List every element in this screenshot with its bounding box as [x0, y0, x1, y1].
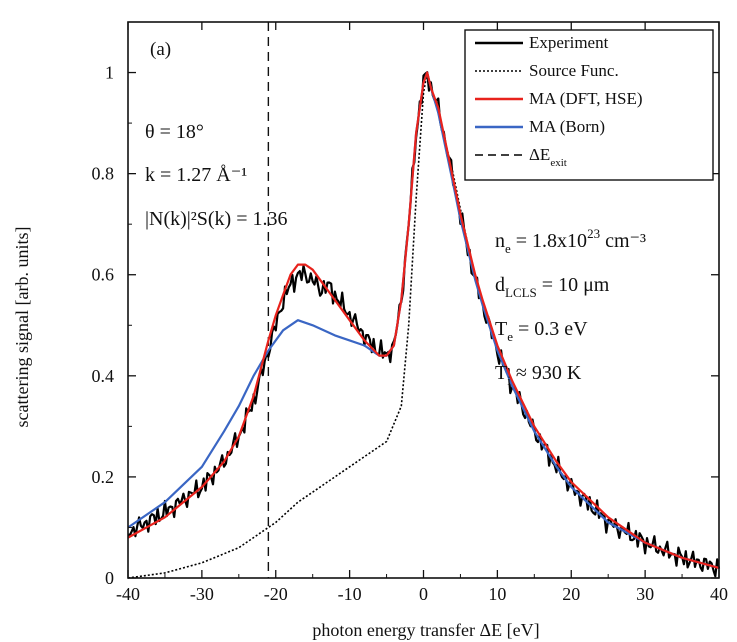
- x-tick-label: 0: [419, 584, 428, 604]
- y-tick-label: 0.4: [92, 366, 115, 386]
- x-tick-label: 20: [562, 584, 580, 604]
- y-tick-label: 0.2: [92, 467, 115, 487]
- series-layer: [127, 22, 721, 579]
- y-tick-label: 1: [105, 63, 114, 83]
- x-axis-label: photon energy transfer ΔE [eV]: [312, 620, 539, 640]
- legend-label: Source Func.: [529, 61, 619, 80]
- annotation-right-line: Te = 0.3 eV: [495, 318, 588, 344]
- x-tick-label: 10: [488, 584, 506, 604]
- annotation-right-block: ne = 1.8x1023 cm⁻³ dLCLS = 10 μm Te = 0.3 …: [495, 226, 646, 388]
- y-tick-label: 0.8: [92, 164, 115, 184]
- x-tick-label: -20: [264, 584, 288, 604]
- annotation-nk: |N(k)|²S(k) = 1.36: [145, 208, 288, 230]
- annotation-k: k = 1.27 Å⁻¹: [145, 164, 247, 186]
- legend: Experiment Source Func. MA (DFT, HSE) MA (B…: [464, 29, 714, 181]
- x-tick-label: 40: [710, 584, 728, 604]
- series-experiment: [127, 71, 721, 578]
- ticks-layer: -40 -30 -20 -10 0 10 20 30 40 0 0.2 0.4 0.6 0.8 1: [92, 21, 728, 604]
- x-tick-label: 30: [636, 584, 654, 604]
- annotation-right-line: dLCLS = 10 μm: [495, 274, 610, 300]
- legend-label: MA (Born): [529, 117, 605, 136]
- annotation-theta: θ = 18°: [145, 121, 204, 143]
- legend-label: Experiment: [529, 33, 609, 52]
- panel-label: (a): [150, 39, 171, 60]
- x-tick-label: -30: [190, 584, 214, 604]
- y-tick-label: 0.6: [92, 265, 115, 285]
- annotation-right-line: ne = 1.8x1023 cm⁻³: [495, 226, 646, 256]
- x-tick-label: -40: [116, 584, 140, 604]
- legend-label: MA (DFT, HSE): [529, 89, 643, 108]
- x-tick-label: -10: [338, 584, 362, 604]
- y-tick-label: 0: [105, 568, 114, 588]
- series-ma-dft-hse: [127, 71, 720, 569]
- y-axis-label: scattering signal [arb. units]: [12, 227, 32, 428]
